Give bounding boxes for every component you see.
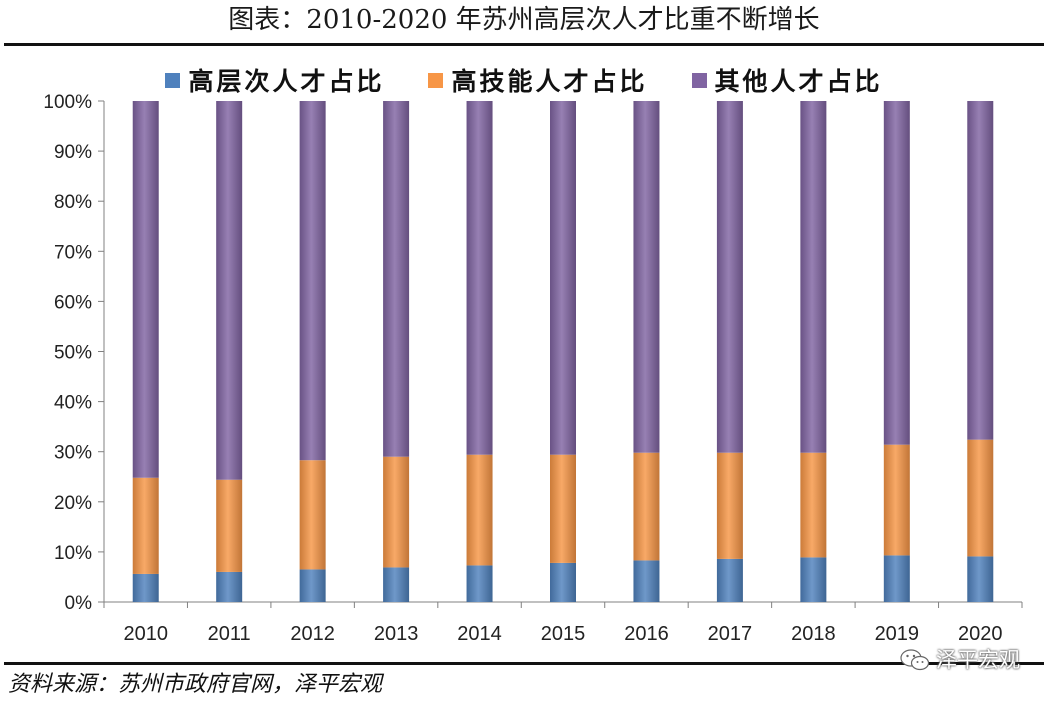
bar-segment [550, 101, 576, 455]
bar-segment [216, 571, 243, 602]
x-tick-label: 2010 [123, 623, 168, 645]
bar-segment [132, 477, 159, 574]
bar-segment [633, 452, 660, 561]
y-tick-label: 70% [54, 242, 92, 263]
bar-segment [883, 101, 910, 445]
x-tick-label: 2011 [208, 623, 251, 645]
bar-segment [466, 101, 493, 455]
x-tick-label: 2018 [791, 623, 836, 645]
watermark-text: 泽平宏观 [936, 648, 1020, 672]
x-tick-label: 2016 [624, 623, 669, 645]
legend-item-other: 其他人才占比 [691, 62, 883, 98]
title-divider [4, 43, 1044, 46]
legend-item-high-skill: 高技能人才占比 [428, 62, 647, 98]
legend-swatch-other [691, 72, 707, 88]
legend-label-high-level: 高层次人才占比 [188, 67, 385, 96]
page-title: 图表：2010-2020 年苏州高层次人才比重不断增长 [228, 5, 820, 35]
stacked-bar-chart: 0% 10% 20% 30% 40% 50% 60% 70% 80% 90% 100% 2010 201… [43, 92, 1023, 645]
bar-segment [716, 558, 743, 602]
bar-segment [466, 454, 493, 566]
y-tick-label: 40% [54, 393, 92, 414]
legend-swatch-high-level [165, 72, 181, 88]
bar-segment [132, 573, 159, 602]
source-note: 资料来源：苏州市政府官网，泽平宏观 [8, 672, 383, 697]
y-tick-label: 0% [65, 593, 93, 614]
bar-segment [883, 444, 910, 556]
footer-divider [4, 662, 1044, 665]
bar-segment [466, 565, 493, 602]
legend-label-high-skill: 高技能人才占比 [451, 67, 648, 96]
y-tick-label: 100% [43, 92, 92, 113]
bar-segment [967, 439, 994, 557]
x-tick-label: 2017 [708, 623, 753, 645]
bar-segment [716, 452, 743, 559]
bar-segment [299, 569, 326, 602]
y-tick-label: 30% [54, 443, 92, 464]
bar-segment [299, 460, 326, 570]
x-tick-label: 2013 [374, 623, 419, 645]
bar-segment [800, 452, 827, 558]
bar-segment [800, 557, 827, 602]
bar-segment [967, 101, 994, 440]
y-tick-label: 90% [54, 142, 92, 163]
y-tick-label: 50% [54, 343, 92, 364]
bar-segment [716, 101, 743, 453]
watermark: 泽平宏观 [900, 645, 1020, 675]
legend-label-other: 其他人才占比 [714, 67, 883, 96]
x-tick-label: 2015 [541, 623, 586, 645]
bar-segment [550, 454, 576, 563]
bar-segment [550, 562, 576, 602]
bar-segment [383, 101, 410, 457]
legend-item-high-level: 高层次人才占比 [165, 62, 384, 98]
bar-segment [800, 101, 827, 453]
legend-swatch-high-skill [428, 72, 444, 88]
bar-segment [132, 101, 159, 478]
bar-segment [383, 567, 410, 602]
bar-segment [967, 556, 994, 602]
y-tick-label: 60% [54, 292, 92, 313]
y-tick-label: 20% [54, 493, 92, 514]
y-tick-label: 10% [54, 543, 92, 564]
bar-segment [299, 101, 326, 461]
bar-segment [883, 555, 910, 602]
bar-segment [633, 101, 660, 453]
bar-segment [216, 479, 243, 572]
bar-segment [633, 560, 660, 602]
x-tick-label: 2014 [457, 623, 502, 645]
y-tick-label: 80% [54, 192, 92, 213]
x-tick-label: 2012 [290, 623, 335, 645]
bar-segment [216, 101, 243, 480]
x-tick-label: 2020 [958, 623, 1003, 645]
wechat-icon [900, 649, 930, 671]
bar-segment [383, 456, 410, 568]
x-tick-label: 2019 [875, 623, 920, 645]
chart-legend: 高层次人才占比 高技能人才占比 其他人才占比 [0, 62, 1048, 98]
